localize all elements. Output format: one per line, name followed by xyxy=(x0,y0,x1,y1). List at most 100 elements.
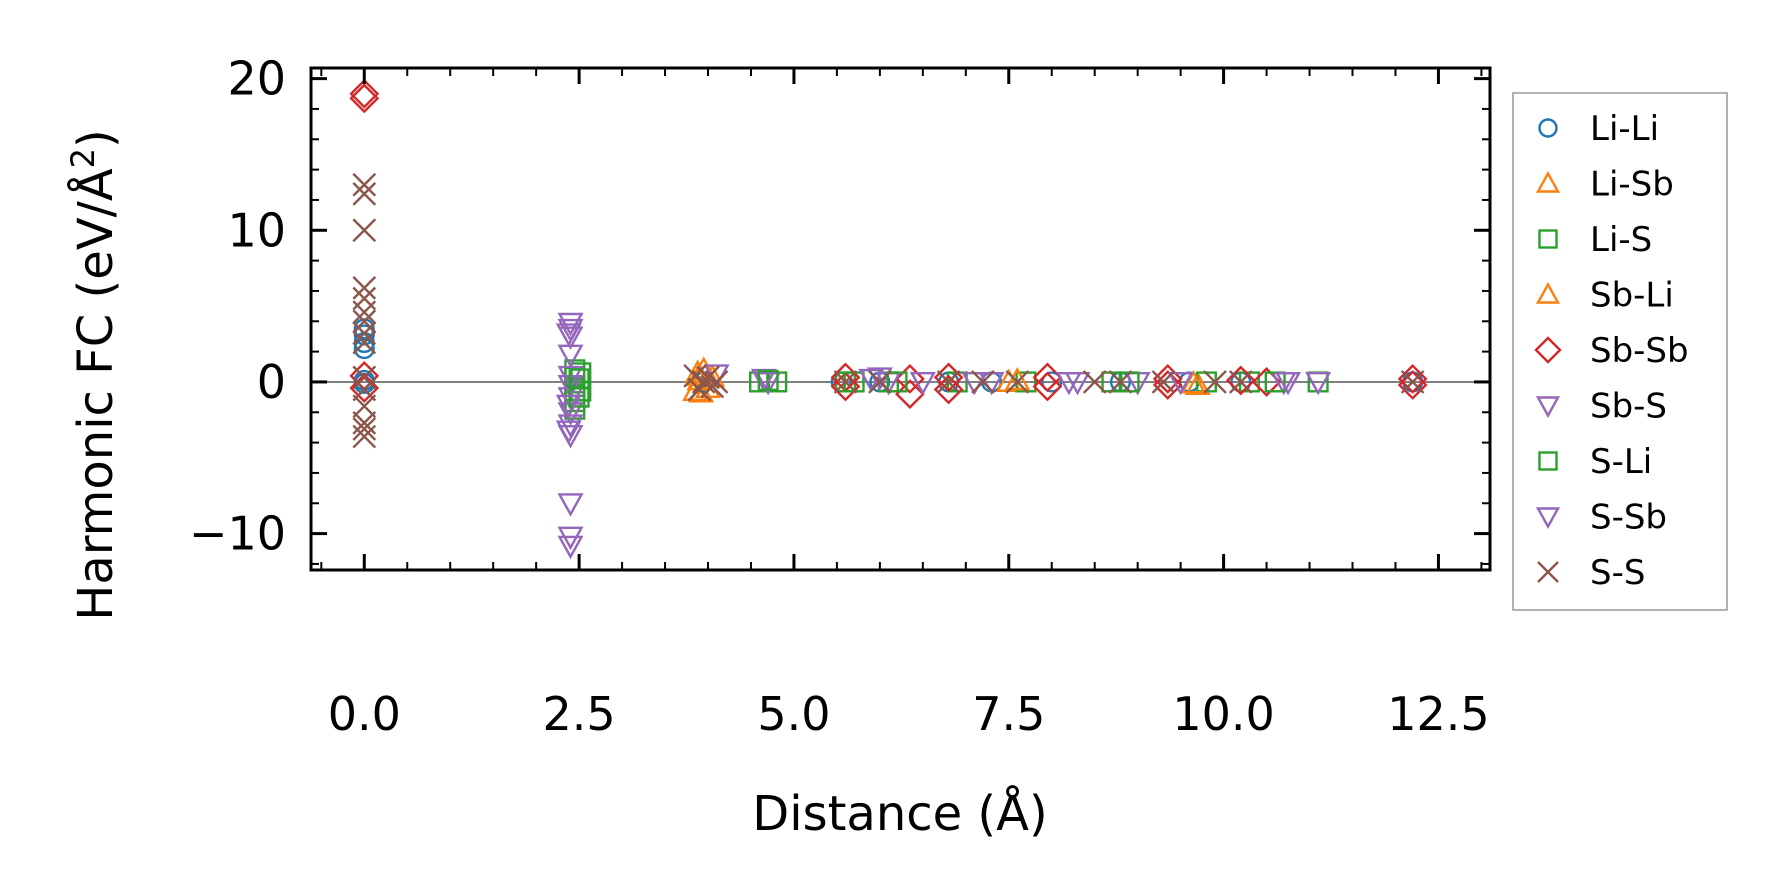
data-point xyxy=(1228,370,1253,394)
data-point xyxy=(349,78,380,109)
data-point xyxy=(1397,370,1428,400)
data-point xyxy=(1184,371,1211,395)
data-point xyxy=(1032,371,1063,402)
legend-item: S-Sb xyxy=(1535,498,1667,538)
data-point xyxy=(830,371,861,402)
x-tick-label: 0.0 xyxy=(328,687,401,741)
data-point xyxy=(1400,370,1425,394)
data-point xyxy=(1041,371,1063,393)
legend-label: Li-Sb xyxy=(1590,165,1674,205)
data-point xyxy=(866,367,893,391)
data-point xyxy=(886,371,908,393)
data-point xyxy=(1151,370,1176,394)
data-point xyxy=(352,365,377,390)
series-sb-sb xyxy=(349,78,1428,409)
data-point xyxy=(895,364,925,394)
data-point xyxy=(353,338,375,360)
data-point xyxy=(557,344,584,369)
legend-item: Sb-Li xyxy=(1535,276,1674,316)
data-point xyxy=(352,417,377,441)
legend-marker-icon xyxy=(1538,229,1558,249)
data-point xyxy=(352,394,377,419)
data-point xyxy=(1152,370,1183,400)
data-point xyxy=(1064,371,1091,396)
data-point xyxy=(971,370,995,394)
legend-label: S-Sb xyxy=(1590,498,1667,538)
legend-marker-icon xyxy=(1535,396,1561,418)
data-point xyxy=(352,424,377,449)
data-point xyxy=(1005,370,1030,394)
legend-item: Li-S xyxy=(1538,220,1652,260)
data-point xyxy=(352,182,377,206)
data-point xyxy=(352,321,377,346)
legend: Li-Li Li-Sb Li-S Sb-Li Sb-Sb Sb-S S-Li S-Sb S-S xyxy=(1512,92,1728,611)
data-point xyxy=(349,83,380,114)
data-point xyxy=(1305,371,1332,396)
x-tick-label: 10.0 xyxy=(1172,687,1274,741)
data-point xyxy=(1264,371,1286,393)
data-point xyxy=(557,535,584,560)
legend-marker-icon xyxy=(1537,561,1559,583)
data-point xyxy=(833,370,858,394)
data-point xyxy=(555,394,582,419)
legend-label: S-S xyxy=(1590,553,1645,593)
data-point xyxy=(555,420,582,444)
legend-item: S-Li xyxy=(1538,442,1652,482)
data-point xyxy=(909,371,936,396)
legend-label: Sb-Li xyxy=(1590,276,1674,316)
legend-marker-icon xyxy=(1535,171,1561,193)
data-point xyxy=(1108,370,1133,394)
data-point xyxy=(352,276,377,300)
data-point xyxy=(352,218,377,243)
data-point xyxy=(1225,365,1256,396)
y-tick-label: −10 xyxy=(189,507,286,561)
legend-marker-icon xyxy=(1538,451,1558,471)
data-point xyxy=(349,373,380,403)
data-point xyxy=(757,369,779,391)
data-point xyxy=(1167,371,1194,396)
plot-area xyxy=(311,78,1490,560)
data-point xyxy=(895,379,925,409)
data-point xyxy=(1004,366,1031,391)
legend-item: Li-Li xyxy=(1538,109,1659,149)
legend-marker-icon xyxy=(1534,336,1562,364)
data-point xyxy=(755,371,782,396)
data-point xyxy=(1203,370,1227,394)
data-point xyxy=(352,309,377,334)
axes: 0.0 2.5 5.0 7.5 10.0 12.5 −10 0 10 20 xyxy=(189,52,1492,741)
x-tick-label: 5.0 xyxy=(757,687,830,741)
legend-label: Sb-S xyxy=(1590,387,1667,427)
data-point xyxy=(557,493,584,517)
legend-label: Li-Li xyxy=(1590,109,1659,149)
data-point xyxy=(352,300,377,325)
x-tick-label: 2.5 xyxy=(543,687,616,741)
x-axis-label: Distance (Å) xyxy=(752,785,1047,842)
series-s-s xyxy=(352,172,1425,449)
data-point xyxy=(557,318,584,343)
data-point xyxy=(1152,364,1183,394)
data-point xyxy=(555,323,582,347)
legend-marker-icon xyxy=(1538,118,1558,138)
data-point xyxy=(570,380,592,402)
legend-label: Li-S xyxy=(1590,220,1652,260)
data-point xyxy=(704,370,729,394)
data-point xyxy=(352,172,377,197)
legend-marker-icon xyxy=(1535,507,1561,529)
legend-marker-icon xyxy=(1535,282,1561,304)
data-point xyxy=(868,370,892,394)
data-point xyxy=(1275,371,1302,396)
legend-label: Sb-Sb xyxy=(1590,331,1689,371)
legend-item: Sb-Sb xyxy=(1534,331,1689,371)
series-sb-s xyxy=(557,312,1332,560)
y-tick-label: 20 xyxy=(227,52,286,106)
data-point xyxy=(352,377,377,402)
y-tick-label: 10 xyxy=(227,203,286,257)
axes-frame xyxy=(309,66,1492,572)
legend-item: S-S xyxy=(1537,553,1645,593)
x-tick-label: 12.5 xyxy=(1387,687,1489,741)
legend-item: Li-Sb xyxy=(1535,165,1674,205)
legend-label: S-Li xyxy=(1590,442,1652,482)
data-point xyxy=(1180,369,1207,394)
data-point xyxy=(353,324,375,346)
